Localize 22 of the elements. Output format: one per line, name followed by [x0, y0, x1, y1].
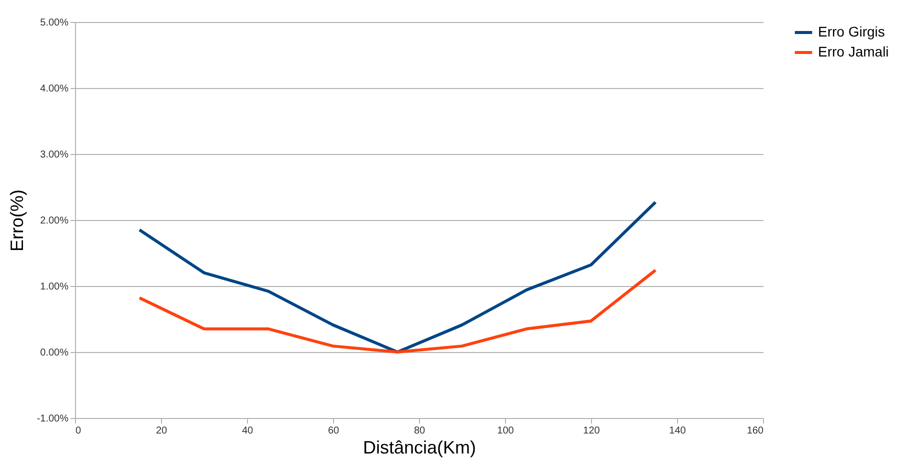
y-tick-label: -1.00% [36, 414, 69, 424]
y-tick-label: 2.00% [40, 216, 69, 226]
y-axis-title: Erro(%) [6, 190, 27, 252]
x-tick-label: 140 [669, 426, 686, 436]
y-tick-label: 0.00% [40, 348, 69, 358]
x-tick-label: 120 [583, 426, 600, 436]
x-tick-label: 100 [497, 426, 514, 436]
line-series [138, 200, 657, 354]
legend-label: Erro Jamali [818, 44, 889, 60]
y-tick-label: 3.00% [40, 150, 69, 160]
y-tick-label: 1.00% [40, 282, 69, 292]
x-tick-label: 160 [746, 426, 764, 436]
x-tick-label: 40 [242, 426, 254, 436]
x-tick-label: 60 [328, 426, 340, 436]
legend-label: Erro Girgis [818, 24, 885, 40]
x-tick-label: 20 [156, 426, 168, 436]
x-axis-title: Distância(Km) [362, 438, 476, 458]
y-tick-label: 4.00% [40, 84, 69, 94]
x-tick-label: 80 [414, 426, 426, 436]
y-tick-label: 5.00% [40, 18, 69, 28]
line-series [138, 268, 657, 354]
x-tick-label: 0 [76, 426, 82, 436]
